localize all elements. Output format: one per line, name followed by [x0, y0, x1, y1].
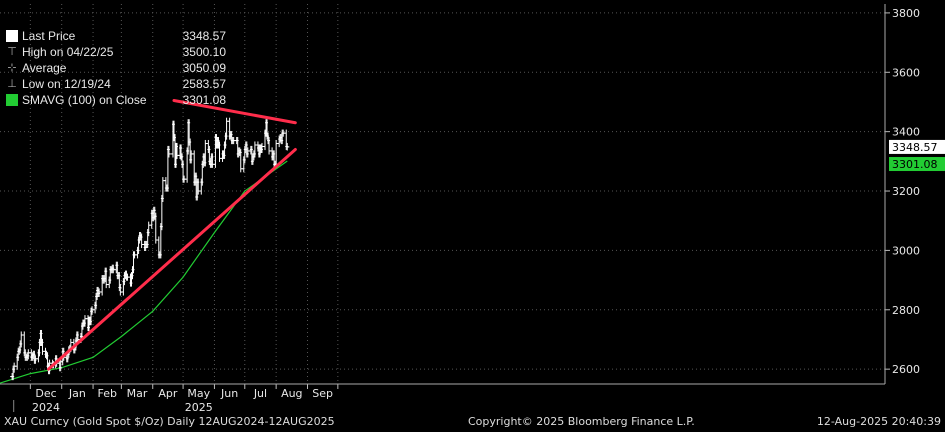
trendline — [47, 147, 297, 371]
smavg-tag-label: 3301.08 — [892, 158, 938, 171]
x-tick-label: Dec — [35, 387, 56, 400]
y-tick-label: 3600 — [892, 66, 920, 79]
y-tick-label: 2600 — [892, 363, 920, 376]
legend-label: Last Price — [22, 29, 76, 43]
green-square-icon — [6, 94, 18, 106]
legend-item-low: ⊥ Low on 12/19/24 2583.57 — [4, 76, 226, 92]
smavg-tag — [889, 157, 945, 172]
x-tick-label: Aug — [281, 387, 302, 400]
axis-labels-layer: 2600 2800 3000 3200 3400 3600 3800 Dec Jan Feb Mar… — [32, 7, 945, 414]
legend-value: 3050.09 — [182, 61, 226, 75]
high-marker-icon: ⊤ — [7, 46, 17, 58]
legend-label: Average — [22, 61, 67, 75]
legend-label: SMAVG (100) on Close — [22, 93, 147, 107]
legend-value: 3500.10 — [182, 45, 226, 59]
grid-lines — [0, 4, 885, 384]
trendlines-layer — [47, 98, 297, 371]
average-marker-icon: ⊹ — [7, 62, 17, 74]
y-tick-label: 3000 — [892, 244, 920, 257]
x-tick-label: Jul — [253, 387, 267, 400]
legend-item-last-price: Last Price 3348.57 — [4, 28, 226, 44]
x-year-label: 2024 — [32, 401, 60, 414]
x-tick-label: Jan — [68, 387, 86, 400]
x-tick-label: Sep — [312, 387, 333, 400]
legend-label: Low on 12/19/24 — [22, 77, 111, 91]
legend-label: High on 04/22/25 — [22, 45, 114, 59]
series-layer — [0, 117, 290, 384]
footer-copyright: Copyright© 2025 Bloomberg Finance L.P. — [468, 415, 695, 428]
x-year-label: 2025 — [185, 401, 213, 414]
low-marker-icon: ⊥ — [7, 78, 17, 90]
white-square-icon — [6, 30, 18, 42]
legend-value: 2583.57 — [182, 77, 226, 91]
y-tick-label: 3200 — [892, 185, 920, 198]
y-tick-label: 3400 — [892, 126, 920, 139]
legend-item-high: ⊤ High on 04/22/25 3500.10 — [4, 44, 226, 60]
axes — [0, 4, 890, 412]
x-tick-label: Jun — [220, 387, 238, 400]
x-tick-label: Feb — [97, 387, 116, 400]
x-tick-label: Apr — [158, 387, 178, 400]
legend-item-average: ⊹ Average 3050.09 — [4, 60, 226, 76]
last-price-tag-label: 3348.57 — [892, 141, 938, 154]
x-tick-label: Mar — [127, 387, 148, 400]
price-bar — [285, 142, 290, 151]
x-tick-label: May — [187, 387, 210, 400]
legend-value: 3348.57 — [182, 29, 226, 43]
trendline — [172, 98, 297, 125]
y-tick-label: 2800 — [892, 304, 920, 317]
legend-value: 3301.08 — [182, 93, 226, 107]
y-tick-label: 3800 — [892, 7, 920, 20]
sma-line — [0, 160, 288, 384]
legend-item-smavg: SMAVG (100) on Close 3301.08 — [4, 92, 226, 108]
legend: Last Price 3348.57 ⊤ High on 04/22/25 35… — [4, 28, 226, 108]
footer-timestamp: 12-Aug-2025 20:40:39 — [816, 415, 941, 428]
last-price-tag — [889, 139, 945, 154]
footer-ticker: XAU Curncy (Gold Spot $/Oz) Daily 12AUG2… — [4, 415, 335, 428]
price-bar — [166, 145, 171, 158]
